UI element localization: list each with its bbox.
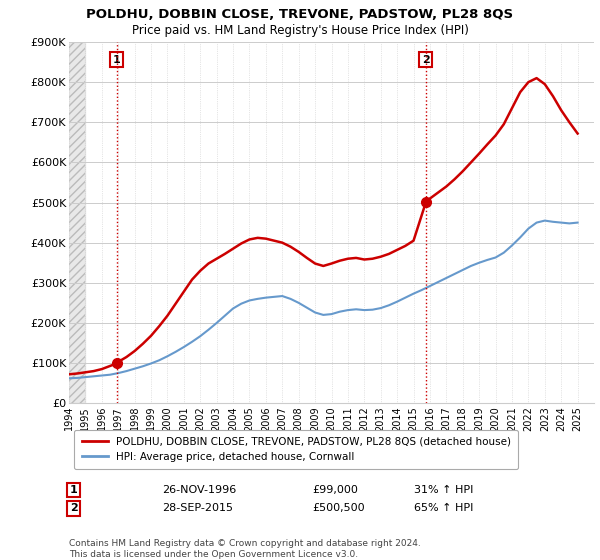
Text: 2: 2 bbox=[422, 55, 430, 64]
Text: £500,500: £500,500 bbox=[312, 503, 365, 514]
Text: 2: 2 bbox=[70, 503, 77, 514]
Legend: POLDHU, DOBBIN CLOSE, TREVONE, PADSTOW, PL28 8QS (detached house), HPI: Average : POLDHU, DOBBIN CLOSE, TREVONE, PADSTOW, … bbox=[74, 430, 518, 469]
Text: 1: 1 bbox=[70, 485, 77, 495]
Text: 31% ↑ HPI: 31% ↑ HPI bbox=[414, 485, 473, 495]
Text: Contains HM Land Registry data © Crown copyright and database right 2024.
This d: Contains HM Land Registry data © Crown c… bbox=[69, 539, 421, 559]
Text: Price paid vs. HM Land Registry's House Price Index (HPI): Price paid vs. HM Land Registry's House … bbox=[131, 24, 469, 36]
Text: 28-SEP-2015: 28-SEP-2015 bbox=[162, 503, 233, 514]
Text: POLDHU, DOBBIN CLOSE, TREVONE, PADSTOW, PL28 8QS: POLDHU, DOBBIN CLOSE, TREVONE, PADSTOW, … bbox=[86, 8, 514, 21]
Bar bbox=[69, 42, 85, 403]
Text: 26-NOV-1996: 26-NOV-1996 bbox=[162, 485, 236, 495]
Bar bbox=[69, 42, 85, 403]
Text: 65% ↑ HPI: 65% ↑ HPI bbox=[414, 503, 473, 514]
Text: 1: 1 bbox=[113, 55, 121, 64]
Text: £99,000: £99,000 bbox=[312, 485, 358, 495]
